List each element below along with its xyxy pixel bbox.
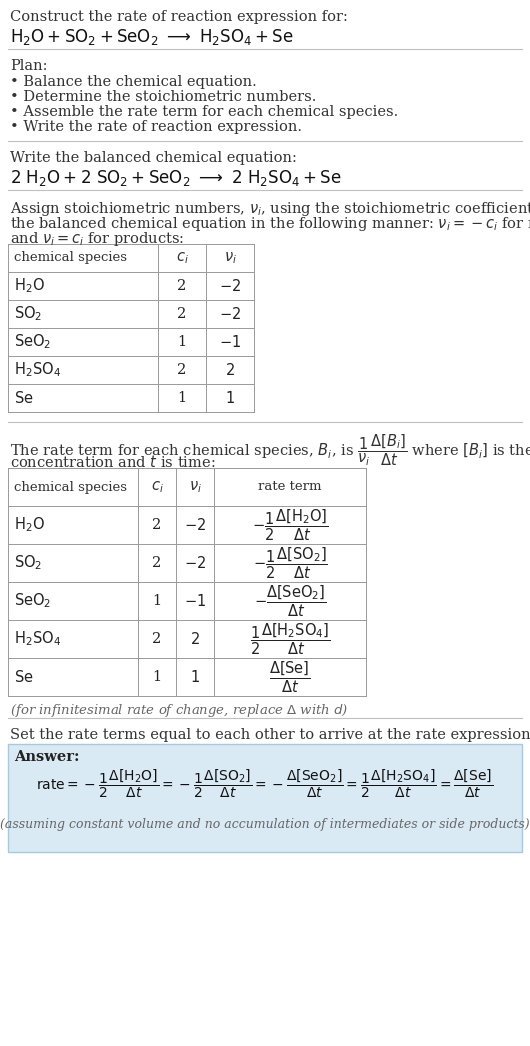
Text: $\nu_i$: $\nu_i$ [224, 250, 236, 266]
Text: 2: 2 [178, 306, 187, 321]
Text: (for infinitesimal rate of change, replace $\Delta$ with $d$): (for infinitesimal rate of change, repla… [10, 702, 348, 719]
Text: $\mathrm{H_2SO_4}$: $\mathrm{H_2SO_4}$ [14, 630, 61, 649]
Text: $\mathrm{H_2SO_4}$: $\mathrm{H_2SO_4}$ [14, 361, 61, 380]
Text: $\nu_i$: $\nu_i$ [189, 479, 201, 495]
Text: concentration and $t$ is time:: concentration and $t$ is time: [10, 454, 216, 470]
Text: $\mathrm{SeO_2}$: $\mathrm{SeO_2}$ [14, 592, 51, 611]
Text: The rate term for each chemical species, $B_i$, is $\dfrac{1}{\nu_i}\dfrac{\Delt: The rate term for each chemical species,… [10, 432, 530, 468]
Text: $-\dfrac{1}{2}\dfrac{\Delta[\mathrm{SO_2}]}{\Delta t}$: $-\dfrac{1}{2}\dfrac{\Delta[\mathrm{SO_2… [253, 545, 328, 581]
FancyBboxPatch shape [8, 744, 522, 852]
Text: Construct the rate of reaction expression for:: Construct the rate of reaction expressio… [10, 10, 348, 24]
Text: $\dfrac{\Delta[\mathrm{Se}]}{\Delta t}$: $\dfrac{\Delta[\mathrm{Se}]}{\Delta t}$ [269, 659, 311, 695]
Text: • Determine the stoichiometric numbers.: • Determine the stoichiometric numbers. [10, 90, 316, 104]
Text: rate term: rate term [258, 480, 322, 494]
Text: 1: 1 [178, 391, 187, 405]
Text: $\mathrm{Se}$: $\mathrm{Se}$ [14, 669, 33, 685]
Text: and $\nu_i = c_i$ for products:: and $\nu_i = c_i$ for products: [10, 230, 184, 248]
Text: $-1$: $-1$ [219, 334, 241, 350]
Text: • Write the rate of reaction expression.: • Write the rate of reaction expression. [10, 120, 302, 134]
Text: $1$: $1$ [225, 390, 235, 406]
Text: $2$: $2$ [225, 362, 235, 378]
Text: chemical species: chemical species [14, 480, 127, 494]
Text: 2: 2 [178, 363, 187, 377]
Text: 2: 2 [153, 556, 162, 570]
Text: $2$: $2$ [190, 631, 200, 647]
Text: 1: 1 [153, 670, 162, 684]
Text: (assuming constant volume and no accumulation of intermediates or side products): (assuming constant volume and no accumul… [0, 818, 530, 831]
Text: $c_i$: $c_i$ [175, 250, 189, 266]
Text: $\mathrm{2\ H_2O + 2\ SO_2 + SeO_2} \ {\longrightarrow} \ \mathrm{2\ H_2SO_4 + S: $\mathrm{2\ H_2O + 2\ SO_2 + SeO_2} \ {\… [10, 168, 342, 188]
Text: $-2$: $-2$ [219, 306, 241, 322]
Text: 1: 1 [153, 594, 162, 608]
Text: $-\dfrac{\Delta[\mathrm{SeO_2}]}{\Delta t}$: $-\dfrac{\Delta[\mathrm{SeO_2}]}{\Delta … [254, 584, 326, 619]
Text: 2: 2 [153, 632, 162, 646]
Text: 2: 2 [153, 518, 162, 532]
Text: $-1$: $-1$ [184, 593, 206, 609]
Text: $\mathrm{H_2O}$: $\mathrm{H_2O}$ [14, 276, 45, 295]
Text: • Balance the chemical equation.: • Balance the chemical equation. [10, 75, 257, 89]
Text: $1$: $1$ [190, 669, 200, 685]
Text: $\dfrac{1}{2}\dfrac{\Delta[\mathrm{H_2SO_4}]}{\Delta t}$: $\dfrac{1}{2}\dfrac{\Delta[\mathrm{H_2SO… [250, 621, 330, 657]
Text: Plan:: Plan: [10, 59, 48, 73]
Text: $\mathrm{SO_2}$: $\mathrm{SO_2}$ [14, 553, 42, 572]
Text: $\mathrm{H_2O + SO_2 + SeO_2} \ {\longrightarrow} \ \mathrm{H_2SO_4 + Se}$: $\mathrm{H_2O + SO_2 + SeO_2} \ {\longri… [10, 27, 294, 47]
Text: Assign stoichiometric numbers, $\nu_i$, using the stoichiometric coefficients, $: Assign stoichiometric numbers, $\nu_i$, … [10, 200, 530, 218]
Text: Set the rate terms equal to each other to arrive at the rate expression:: Set the rate terms equal to each other t… [10, 728, 530, 742]
Text: chemical species: chemical species [14, 251, 127, 265]
Text: 2: 2 [178, 279, 187, 293]
Text: $-2$: $-2$ [184, 555, 206, 571]
Text: Write the balanced chemical equation:: Write the balanced chemical equation: [10, 151, 297, 165]
Text: $-\dfrac{1}{2}\dfrac{\Delta[\mathrm{H_2O}]}{\Delta t}$: $-\dfrac{1}{2}\dfrac{\Delta[\mathrm{H_2O… [252, 507, 328, 543]
Text: $\mathrm{H_2O}$: $\mathrm{H_2O}$ [14, 516, 45, 535]
Text: $-2$: $-2$ [219, 278, 241, 294]
Text: 1: 1 [178, 335, 187, 349]
Text: • Assemble the rate term for each chemical species.: • Assemble the rate term for each chemic… [10, 105, 398, 119]
Text: the balanced chemical equation in the following manner: $\nu_i = -c_i$ for react: the balanced chemical equation in the fo… [10, 215, 530, 233]
Text: $c_i$: $c_i$ [151, 479, 163, 495]
Text: $\mathrm{rate} = -\dfrac{1}{2}\dfrac{\Delta[\mathrm{H_2O}]}{\Delta t} = -\dfrac{: $\mathrm{rate} = -\dfrac{1}{2}\dfrac{\De… [37, 768, 493, 800]
Text: $\mathrm{SO_2}$: $\mathrm{SO_2}$ [14, 304, 42, 323]
Text: Answer:: Answer: [14, 750, 80, 764]
Text: $-2$: $-2$ [184, 517, 206, 533]
Text: $\mathrm{SeO_2}$: $\mathrm{SeO_2}$ [14, 333, 51, 351]
Text: $\mathrm{Se}$: $\mathrm{Se}$ [14, 390, 33, 406]
